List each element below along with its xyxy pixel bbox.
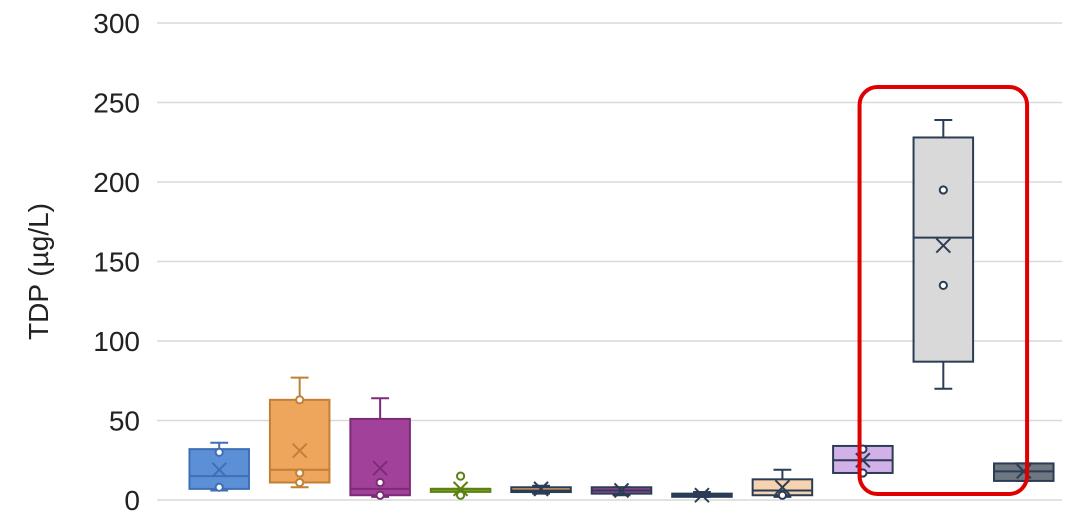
data-point	[777, 490, 788, 500]
mean-marker	[291, 443, 308, 459]
box-11	[993, 462, 1055, 482]
y-tick-label: 50	[109, 406, 140, 437]
mean-marker	[935, 237, 952, 254]
box-series	[188, 118, 1055, 503]
highlight-frame	[857, 85, 1030, 496]
data-point	[938, 280, 948, 290]
data-point	[295, 395, 305, 405]
data-point	[214, 447, 224, 457]
y-tick-label: 0	[124, 485, 140, 515]
mean-marker	[211, 462, 227, 478]
data-point	[295, 477, 305, 488]
y-tick-labels: 0 50 100 150 200 250 300	[93, 8, 140, 515]
data-point	[455, 471, 466, 481]
data-point	[455, 490, 466, 500]
box-9	[832, 444, 894, 478]
data-point	[375, 477, 385, 488]
box-6	[590, 482, 653, 499]
mean-marker	[452, 481, 469, 497]
mean-marker	[694, 487, 710, 503]
y-tick-label: 150	[93, 247, 140, 278]
y-axis-title: TDP (µg/L)	[23, 203, 54, 340]
box-3	[349, 397, 411, 500]
box-8	[751, 468, 814, 500]
data-point	[375, 490, 385, 500]
y-tick-label: 250	[93, 88, 140, 119]
data-point	[938, 185, 948, 195]
mean-marker	[533, 481, 549, 497]
y-tick-label: 200	[93, 167, 140, 198]
box-1	[188, 441, 250, 492]
box-4	[429, 471, 492, 500]
box-2	[268, 376, 331, 489]
box-10	[912, 118, 975, 390]
mean-marker	[774, 479, 791, 495]
box-5	[510, 481, 572, 497]
box-7	[671, 487, 733, 503]
y-tick-label: 300	[93, 8, 140, 39]
box-body	[912, 136, 975, 363]
mean-marker	[613, 482, 630, 499]
data-point	[214, 482, 224, 492]
y-tick-label: 100	[93, 326, 140, 357]
mean-marker	[372, 460, 388, 476]
highlight-frame-group	[857, 85, 1030, 496]
data-point	[295, 468, 305, 478]
